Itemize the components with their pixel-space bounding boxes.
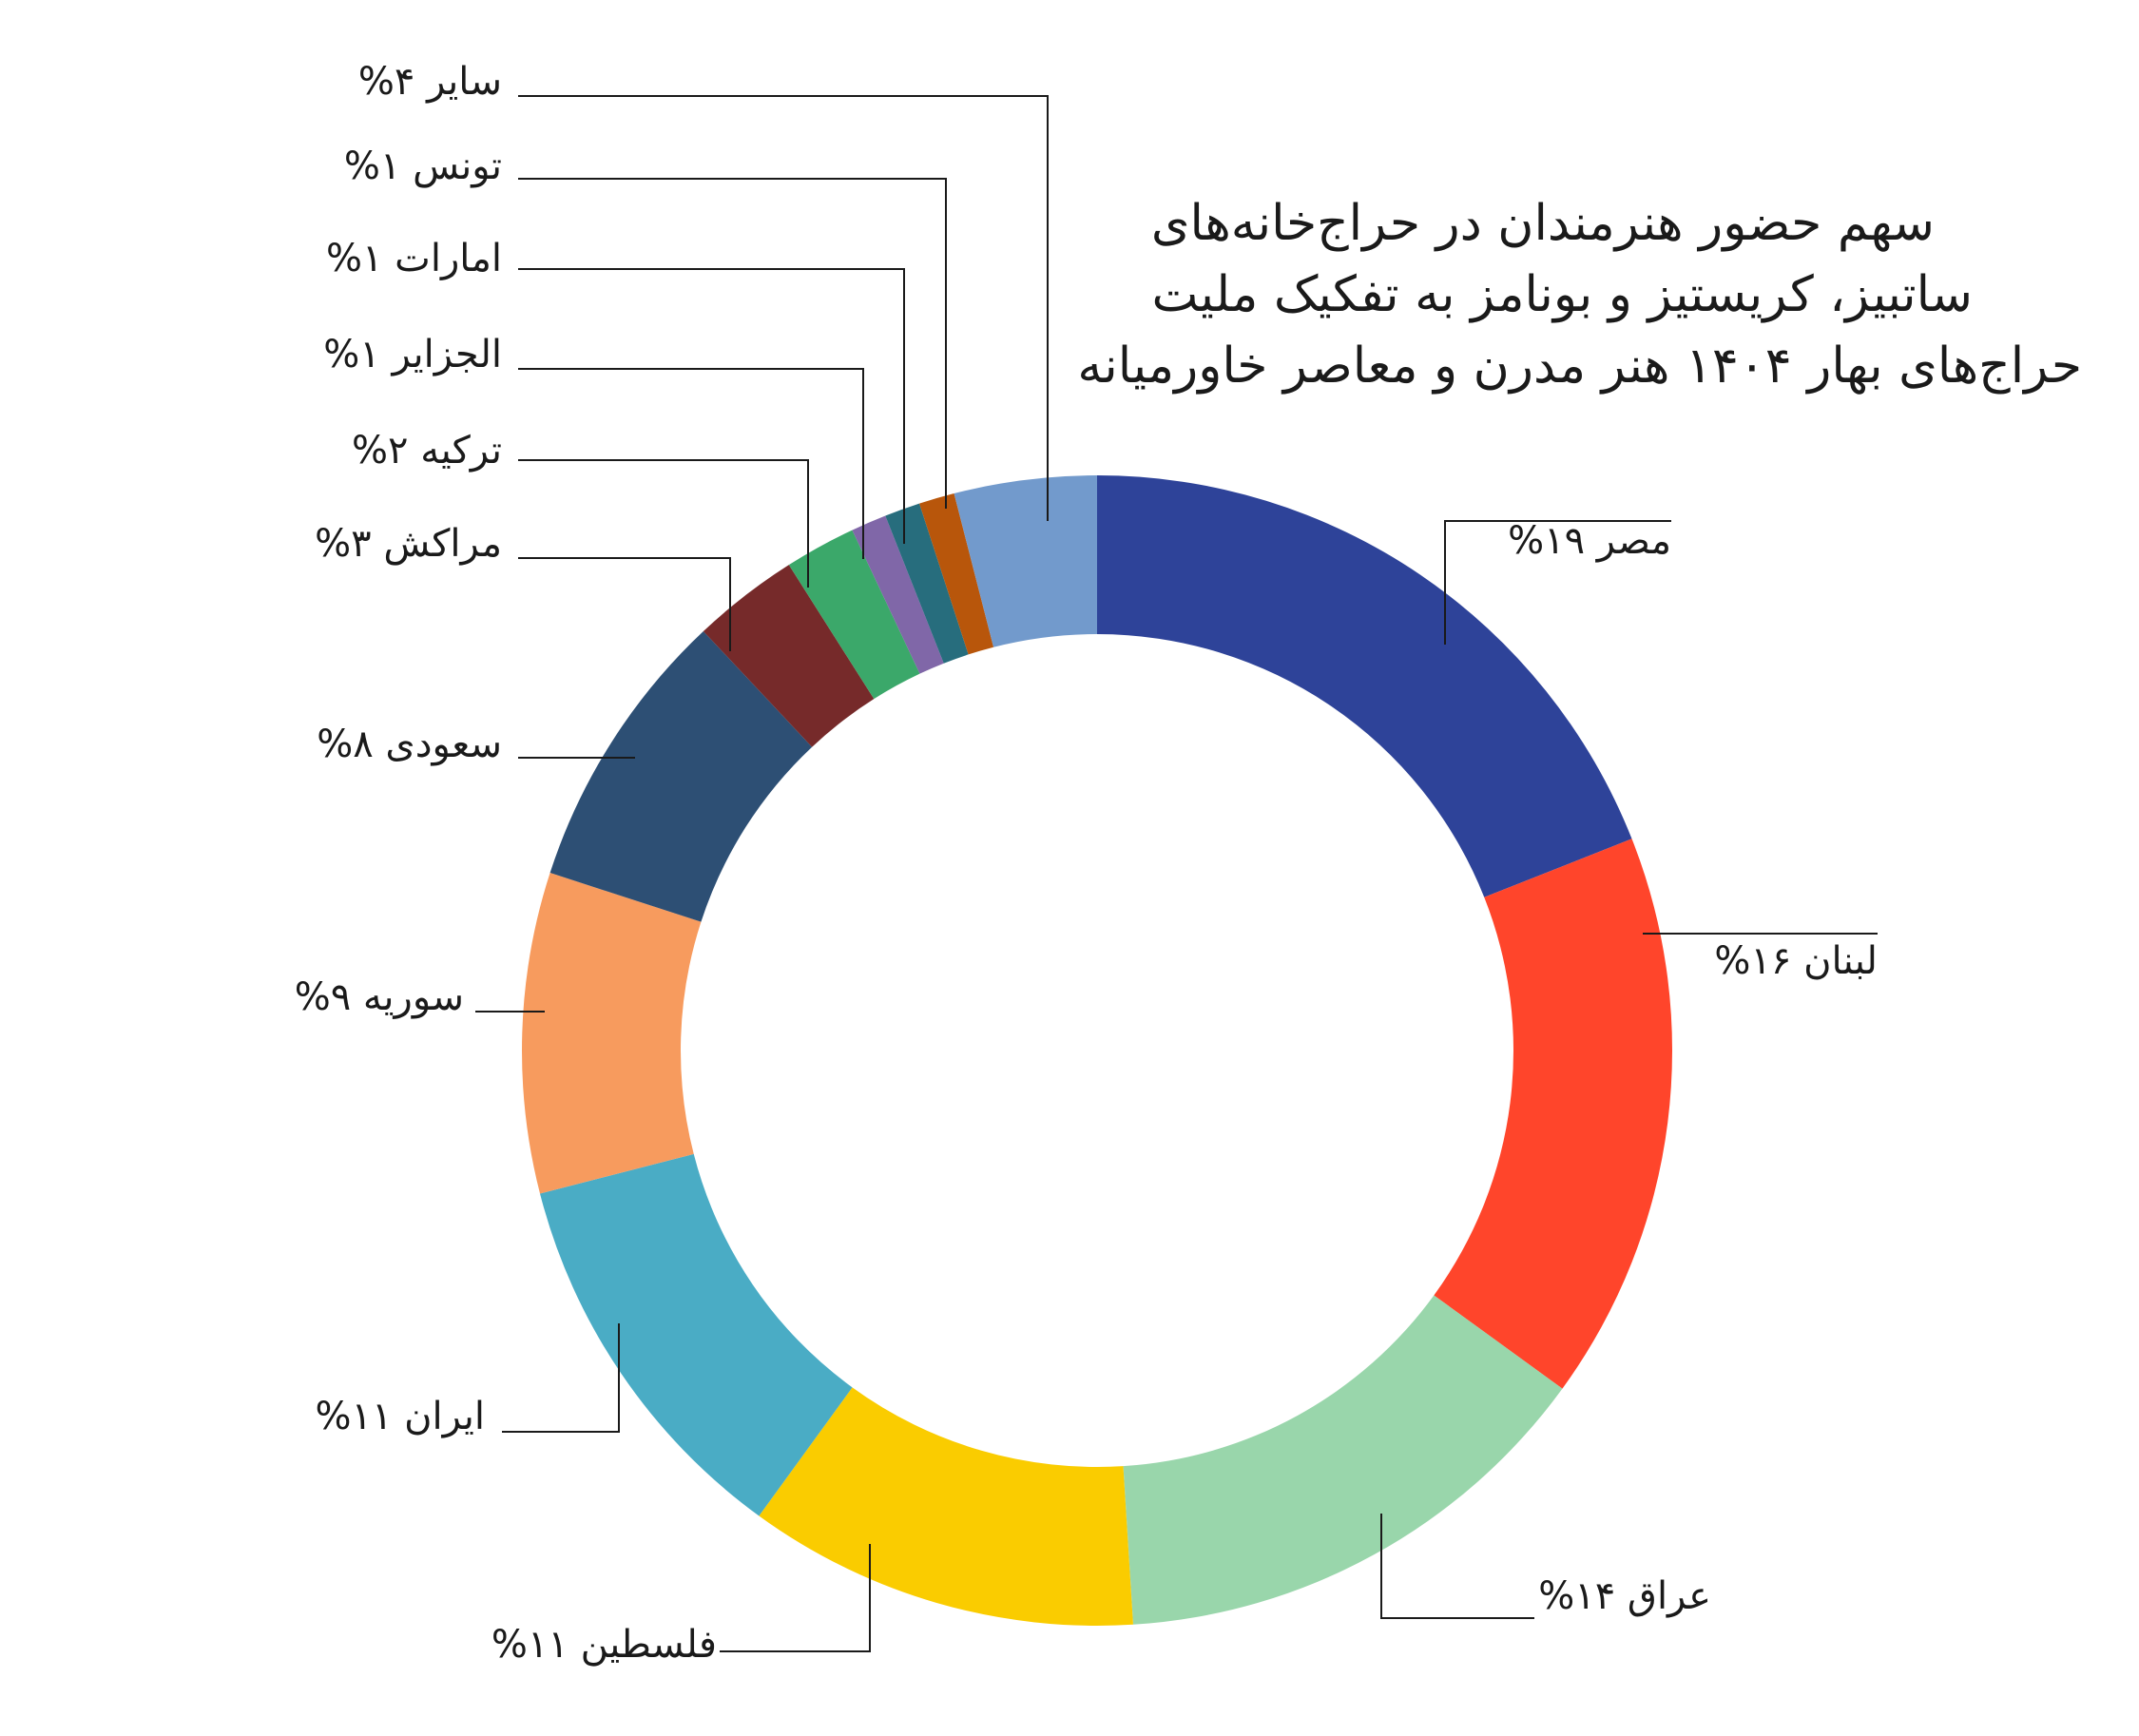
slice-labels: مصر ۱۹% لبنان ۱۶% عراق ۱۴% فلسطین ۱۱% ایران … [295, 60, 1878, 1667]
slice-12 [919, 493, 994, 655]
slice-label-11: امارات ۱% [326, 237, 502, 280]
slice-label-3: عراق ۱۴% [1538, 1574, 1711, 1618]
slice-label-12: تونس ۱% [344, 145, 502, 188]
slice-label-1: مصر ۱۹% [1508, 519, 1671, 563]
slice-label-10: الجزایر ۱% [323, 333, 502, 376]
leader-line-3 [1380, 1514, 1534, 1619]
leader-line-8 [518, 557, 731, 651]
leader-line-10 [518, 368, 864, 559]
slice-1 [1097, 475, 1632, 897]
leader-line-1 [1444, 520, 1671, 645]
leader-line-12 [518, 178, 947, 509]
slice-label-9: ترکیه ۲% [352, 429, 502, 473]
title-line-3: حراج‌های بهار ۱۴۰۴ هنر مدرن و معاصر خاور… [1077, 338, 2082, 395]
slice-3 [1123, 1295, 1563, 1625]
slice-label-5: ایران ۱۱% [315, 1395, 485, 1438]
slice-label-7: سعودی ۸% [317, 723, 502, 766]
slice-5 [540, 1153, 853, 1516]
leader-lines [475, 95, 1878, 1652]
title-line-1: سهم حضور هنرمندان در حراج‌خانه‌های [1151, 195, 1935, 252]
slice-label-6: سوریه ۹% [295, 975, 464, 1019]
leader-line-11 [518, 268, 905, 544]
slice-9 [788, 530, 920, 700]
leader-line-13 [518, 95, 1049, 521]
slice-4 [759, 1387, 1133, 1626]
donut-slices [522, 475, 1672, 1626]
slice-7 [549, 630, 813, 922]
slice-label-4: فلسطین ۱۱% [491, 1623, 717, 1667]
slice-label-8: مراکش ۳% [315, 522, 502, 566]
slice-label-13: سایر ۴% [358, 60, 502, 104]
leader-line-9 [518, 459, 809, 588]
slice-10 [852, 515, 944, 674]
slice-6 [522, 873, 702, 1194]
leader-line-4 [720, 1544, 871, 1652]
leader-line-5 [502, 1323, 620, 1433]
slice-13 [954, 475, 1097, 647]
slice-8 [703, 565, 875, 747]
slice-11 [885, 503, 969, 664]
chart-title: سهم حضور هنرمندان در حراج‌خانه‌های ساتبی… [1077, 195, 2082, 395]
slice-2 [1434, 839, 1672, 1389]
title-line-2: ساتبیز، کریستیز و بونامز به تفکیک ملیت [1151, 266, 1973, 323]
slice-label-2: لبنان ۱۶% [1714, 939, 1878, 983]
